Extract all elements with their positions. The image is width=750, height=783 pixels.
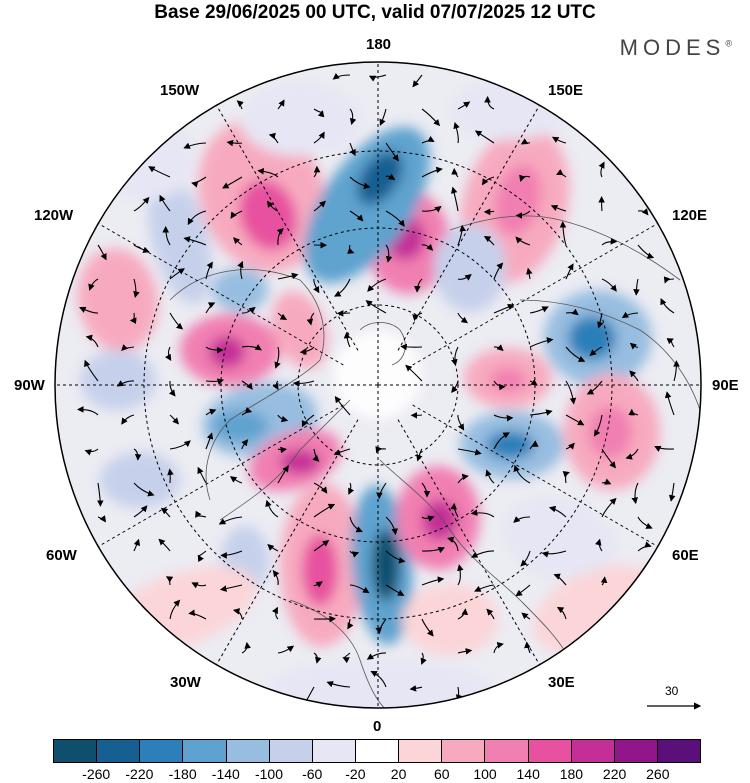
colorbar-swatch xyxy=(355,739,400,763)
chart-title: Base 29/06/2025 00 UTC, valid 07/07/2025… xyxy=(154,2,596,23)
graticule xyxy=(55,62,701,708)
modes-logo: MODES® xyxy=(620,35,732,61)
lon-label-120w: 120W xyxy=(34,207,74,224)
registered-mark: ® xyxy=(725,38,732,49)
lon-label-180: 180 xyxy=(366,36,392,53)
brand-name: MODES xyxy=(619,35,726,60)
colorbar-tick-label: -180 xyxy=(168,766,197,782)
colorbar-swatch xyxy=(53,739,98,763)
anomaly-cores xyxy=(334,331,422,419)
colorbar-tick-label: -100 xyxy=(254,766,284,782)
colorbar-swatch xyxy=(312,739,356,763)
lon-label-0: 0 xyxy=(373,718,382,735)
lon-label-60e: 60E xyxy=(672,547,699,564)
colorbar-tick-label: 180 xyxy=(559,766,584,782)
colorbar-tick-label: 220 xyxy=(602,766,627,782)
colorbar-tick-label: 20 xyxy=(390,766,407,782)
colorbar-swatch xyxy=(571,739,615,763)
lon-label-30w: 30W xyxy=(170,674,201,691)
lon-label-90e: 90E xyxy=(712,377,739,394)
colorbar-tick-label: -60 xyxy=(302,766,323,782)
wind-vectors xyxy=(77,73,680,707)
colorbar-tick-label: -220 xyxy=(125,766,154,782)
colorbar-tick-label: 140 xyxy=(516,766,540,782)
lon-label-30e: 30E xyxy=(548,674,575,691)
colorbar-swatch xyxy=(183,739,227,763)
colorbar-swatch xyxy=(614,739,658,763)
colorbar-tick-label: 100 xyxy=(473,766,497,782)
colorbar-tick-label: -20 xyxy=(345,766,366,782)
colorbar-ticks: -260 -220 -180 -140 -100 -60 -20 20 60 100 140 180 2… xyxy=(53,766,701,782)
colorbar xyxy=(53,739,702,763)
colorbar-tick-label: 260 xyxy=(646,766,670,782)
lon-label-60w: 60W xyxy=(46,547,77,564)
colorbar-swatch xyxy=(399,739,443,763)
colorbar-tick-label: -140 xyxy=(211,766,240,782)
colorbar-swatch xyxy=(657,739,702,763)
colorbar-swatch xyxy=(528,739,572,763)
colorbar-swatch xyxy=(97,739,141,763)
colorbar-swatch xyxy=(269,739,313,763)
map-boundary xyxy=(54,61,702,709)
colorbar-tick-label: -260 xyxy=(82,766,111,782)
colorbar-swatch xyxy=(485,739,529,763)
colorbar-swatch xyxy=(140,739,184,763)
colorbar-tick-label: 60 xyxy=(434,766,450,782)
reference-vector-label: 30 xyxy=(665,684,679,698)
lon-label-150e: 150E xyxy=(548,82,584,99)
colorbar-swatch xyxy=(226,739,270,763)
colorbar-swatch xyxy=(442,739,486,763)
lon-label-90w: 90W xyxy=(14,377,45,394)
lon-label-120e: 120E xyxy=(672,207,708,224)
anomaly-field xyxy=(77,80,668,708)
lon-label-150w: 150W xyxy=(160,82,200,99)
